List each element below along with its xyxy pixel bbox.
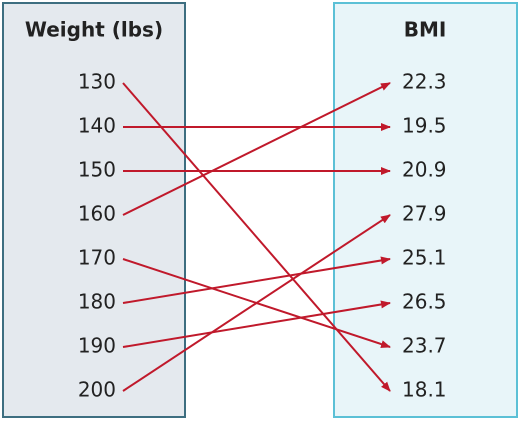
arrow <box>122 300 391 348</box>
arrow <box>122 214 391 392</box>
range-item: 26.5 <box>402 290 447 314</box>
range-item: 18.1 <box>402 378 447 402</box>
domain-item: 160 <box>78 202 116 226</box>
domain-box <box>2 2 186 418</box>
range-item: 20.9 <box>402 158 447 182</box>
domain-item: 150 <box>78 158 116 182</box>
range-item: 22.3 <box>402 70 447 94</box>
range-title: BMI <box>404 18 447 42</box>
domain-item: 140 <box>78 114 116 138</box>
domain-item: 180 <box>78 290 116 314</box>
domain-title: Weight (lbs) <box>25 18 163 42</box>
arrow <box>122 82 391 216</box>
range-item: 27.9 <box>402 202 447 226</box>
domain-item: 190 <box>78 334 116 358</box>
domain-item: 170 <box>78 246 116 270</box>
range-item: 23.7 <box>402 334 447 358</box>
domain-item: 130 <box>78 70 116 94</box>
range-item: 25.1 <box>402 246 447 270</box>
domain-item: 200 <box>78 378 116 402</box>
range-item: 19.5 <box>402 114 447 138</box>
range-box <box>333 2 518 418</box>
arrow <box>122 82 391 392</box>
arrow <box>122 256 391 304</box>
